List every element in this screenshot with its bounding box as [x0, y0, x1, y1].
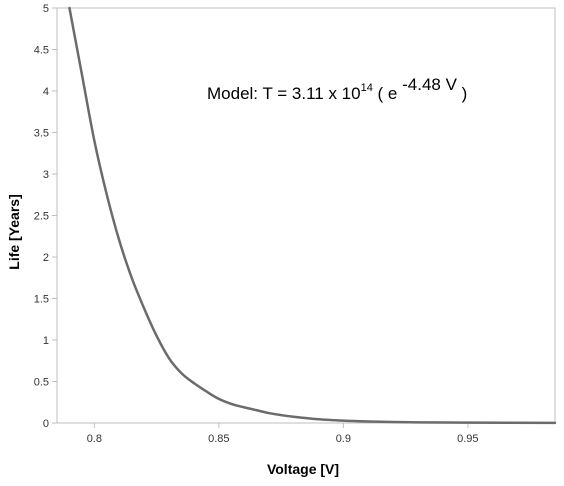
life-curve-line — [68, 6, 557, 425]
model-superscript: 14 — [361, 82, 373, 94]
x-tick-label: 0.9 — [336, 433, 351, 445]
model-prefix: Model: T = 3.11 x 10 — [207, 84, 361, 103]
y-axis-ticks: 0 0.5 1 1.5 2 2.5 3 3.5 4 4.5 5 — [34, 3, 57, 430]
y-tick-label: 3 — [43, 169, 49, 181]
y-tick-label: 5 — [43, 3, 49, 15]
y-tick-label: 0.5 — [34, 377, 49, 389]
y-tick-label: 1 — [43, 335, 49, 347]
series-group — [68, 6, 557, 425]
model-middle: ( e — [373, 84, 398, 103]
model-suffix: ) — [457, 84, 467, 103]
plot-frame — [56, 7, 556, 424]
y-tick-label: 4 — [43, 86, 49, 98]
y-tick-label: 2.5 — [34, 211, 49, 223]
plot-area-border — [56, 7, 556, 424]
x-tick-label: 0.8 — [87, 433, 102, 445]
y-tick-label: 4.5 — [34, 45, 49, 57]
y-axis-title: Life [Years] — [6, 194, 22, 269]
x-axis-title: Voltage [V] — [267, 461, 339, 477]
x-tick-label: 0.85 — [208, 433, 229, 445]
y-tick-label: 1.5 — [34, 294, 49, 306]
model-exponent: -4.48 V — [397, 75, 457, 94]
y-tick-label: 3.5 — [34, 128, 49, 140]
x-tick-label: 0.95 — [457, 433, 478, 445]
y-tick-label: 0 — [43, 418, 49, 430]
y-tick-label: 2 — [43, 252, 49, 264]
x-axis-ticks: 0.8 0.85 0.9 0.95 — [87, 423, 479, 445]
model-annotation: Model: T = 3.11 x 1014 ( e -4.48 V ) — [207, 75, 467, 103]
